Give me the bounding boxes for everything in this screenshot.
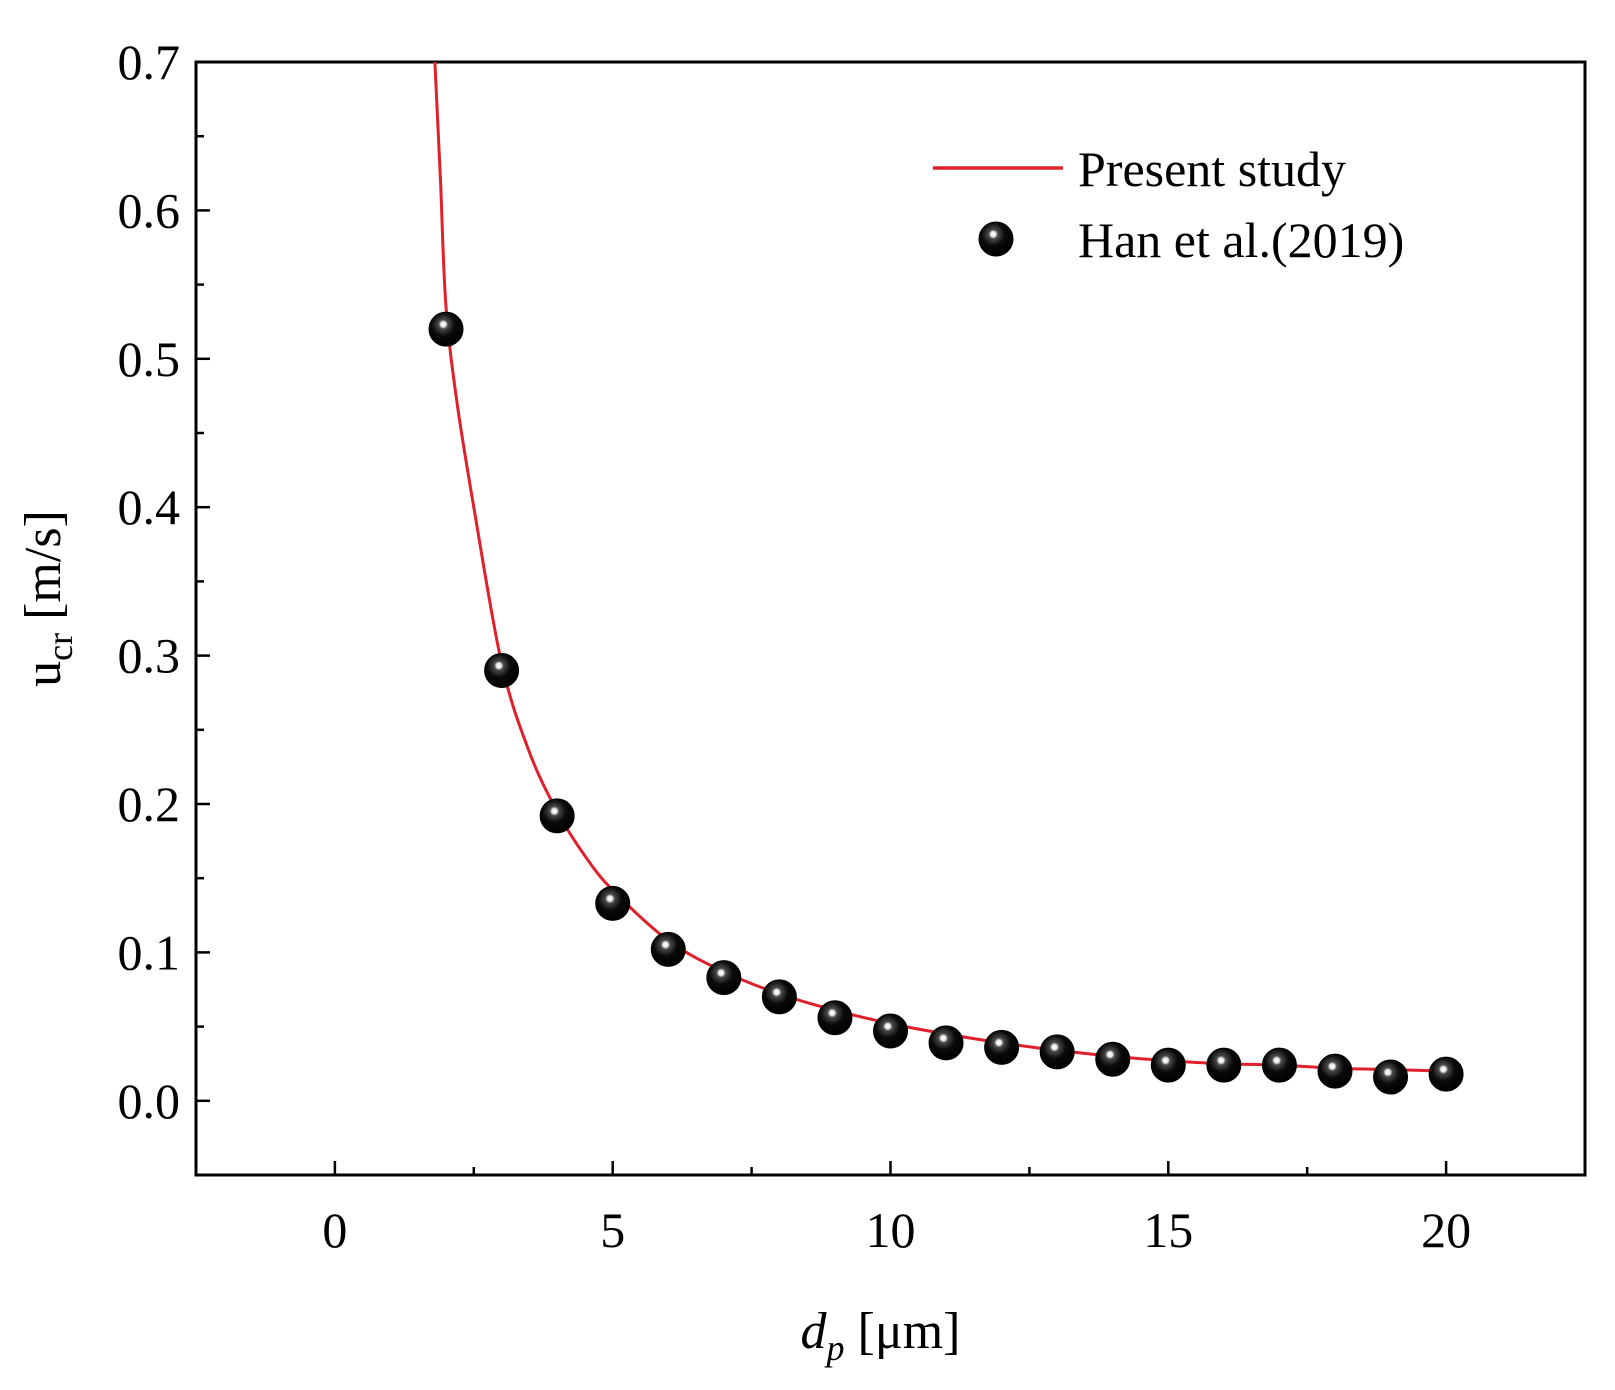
x-axis-title-sub: p bbox=[824, 1328, 845, 1368]
scatter-point-han-2019 bbox=[650, 931, 686, 967]
x-tick-label: 15 bbox=[1143, 1202, 1193, 1258]
scatter-point-han-2019 bbox=[484, 652, 520, 688]
x-axis-title: dp [μm] bbox=[801, 1303, 961, 1368]
x-tick-label: 10 bbox=[866, 1202, 916, 1258]
legend-label-han-2019: Han et al.(2019) bbox=[1078, 212, 1404, 268]
y-tick-label: 0.5 bbox=[118, 331, 181, 387]
scatter-point-han-2019 bbox=[428, 311, 464, 347]
scatter-point-han-2019 bbox=[1039, 1034, 1075, 1070]
y-tick-label: 0.7 bbox=[118, 34, 181, 90]
scatter-point-han-2019 bbox=[873, 1013, 908, 1049]
legend-label-present-study: Present study bbox=[1078, 141, 1346, 197]
x-axis-title-unit: [μm] bbox=[845, 1303, 961, 1360]
scatter-point-han-2019 bbox=[1206, 1047, 1242, 1083]
x-tick-label: 20 bbox=[1421, 1202, 1471, 1258]
scatter-point-han-2019 bbox=[1095, 1041, 1131, 1077]
scatter-point-han-2019 bbox=[1373, 1059, 1409, 1095]
x-tick-label: 0 bbox=[322, 1202, 347, 1258]
y-tick-label: 0.0 bbox=[118, 1073, 181, 1129]
scatter-point-han-2019 bbox=[984, 1029, 1020, 1065]
scatter-point-han-2019 bbox=[761, 979, 797, 1015]
y-tick-label: 0.3 bbox=[118, 628, 181, 684]
y-axis-title-unit: [m/s] bbox=[15, 510, 72, 633]
scatter-point-han-2019 bbox=[817, 1000, 853, 1036]
scatter-point-han-2019 bbox=[1317, 1053, 1353, 1089]
y-tick-label: 0.4 bbox=[118, 479, 181, 535]
scatter-point-han-2019 bbox=[595, 885, 631, 921]
x-tick-label: 5 bbox=[600, 1202, 625, 1258]
y-tick-label: 0.6 bbox=[118, 182, 181, 238]
scatter-point-han-2019 bbox=[706, 960, 742, 996]
scatter-point-han-2019 bbox=[539, 798, 575, 834]
y-axis-title-main: u bbox=[15, 661, 72, 687]
scatter-point-han-2019 bbox=[1150, 1047, 1186, 1083]
y-tick-label: 0.2 bbox=[118, 776, 181, 832]
y-axis-title: ucr [m/s] bbox=[15, 510, 80, 687]
scatter-point-han-2019 bbox=[1261, 1047, 1297, 1083]
y-axis-title-sub: cr bbox=[40, 633, 80, 661]
x-axis-title-main: d bbox=[801, 1303, 828, 1360]
scatter-point-han-2019 bbox=[1428, 1056, 1464, 1092]
legend-ball-swatch bbox=[978, 221, 1014, 257]
y-tick-label: 0.1 bbox=[118, 924, 181, 980]
scatter-point-han-2019 bbox=[928, 1025, 964, 1061]
